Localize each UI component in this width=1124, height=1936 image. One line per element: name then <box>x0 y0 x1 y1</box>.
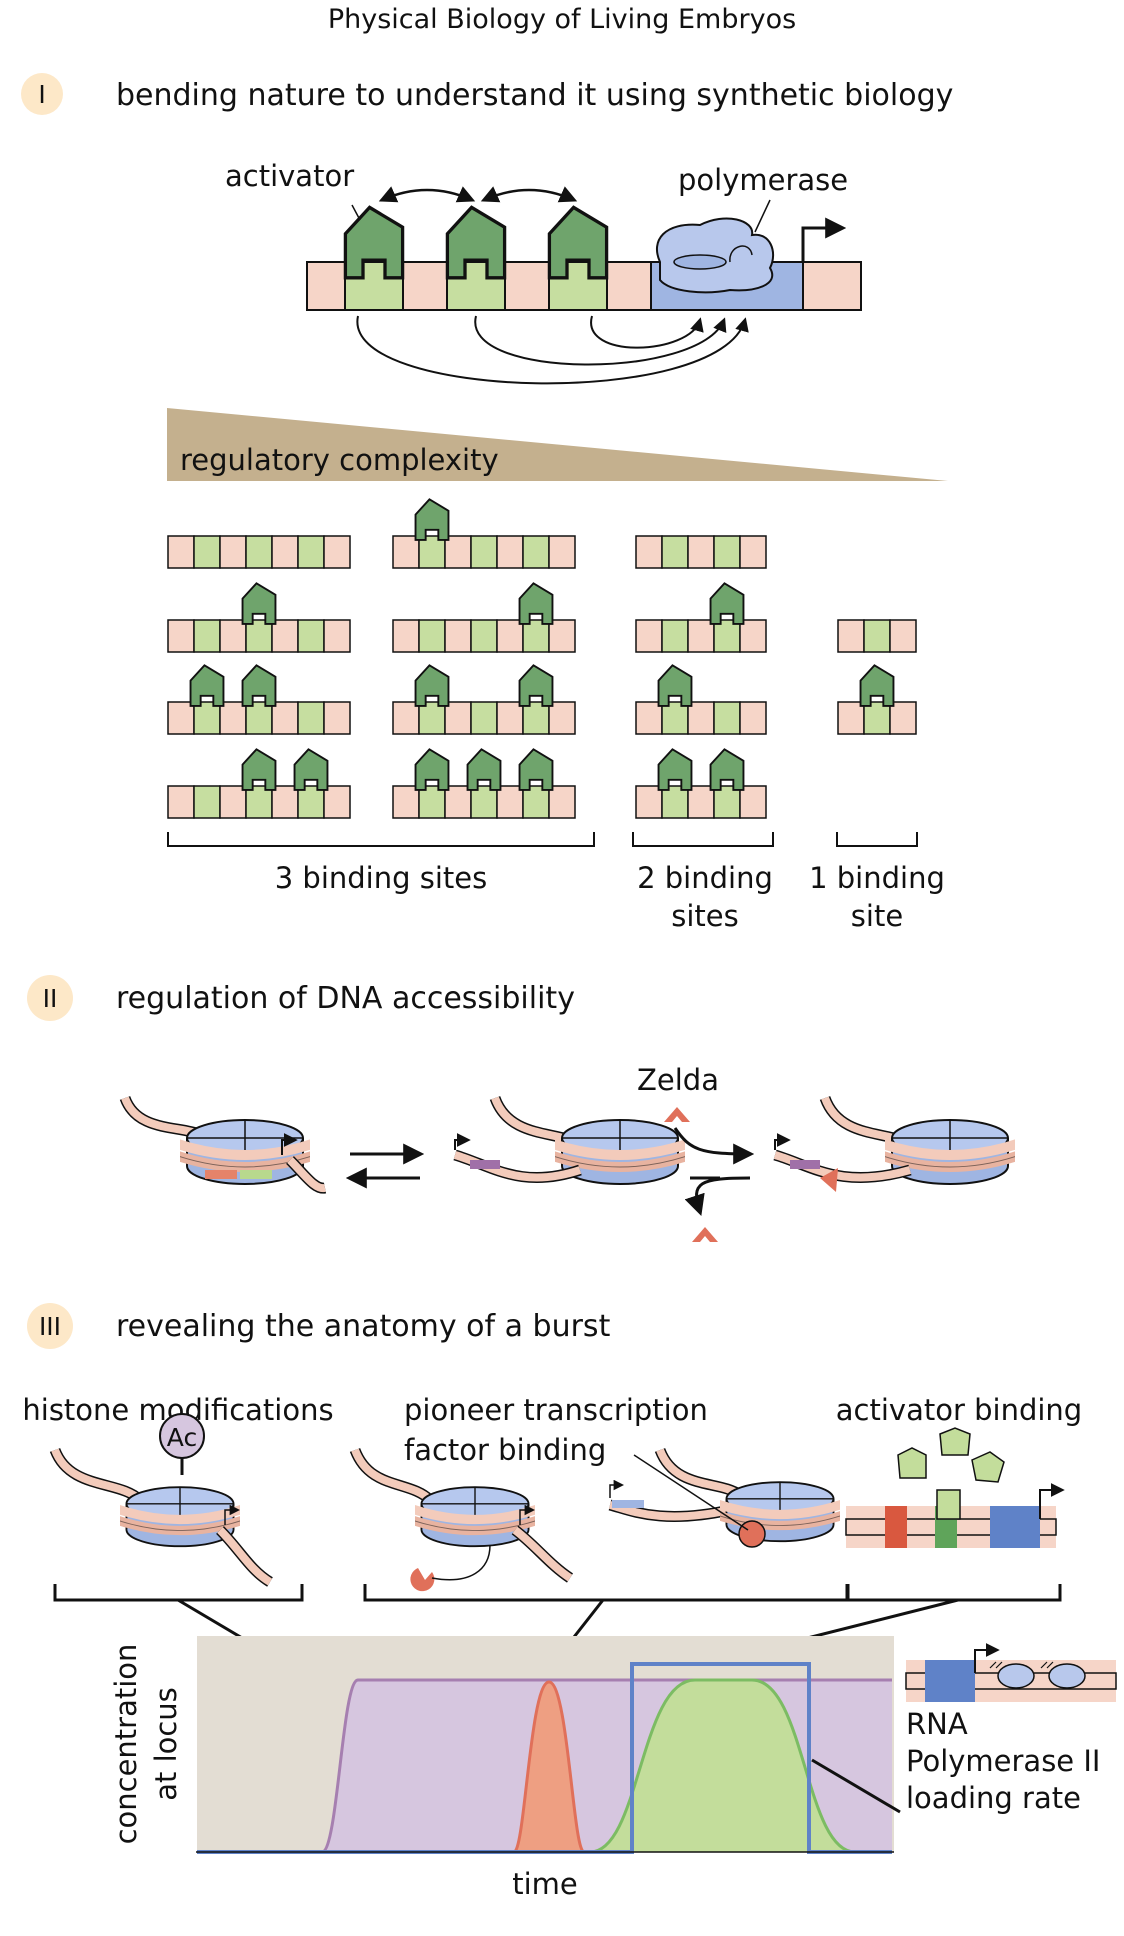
bracket-1-site <box>836 832 918 847</box>
rna-label-line1: RNA <box>906 1707 968 1741</box>
activator-icon <box>414 498 450 541</box>
bracket-2-sites <box>632 832 774 847</box>
histone-illustration <box>49 1413 274 1587</box>
section-1-heading: bending nature to understand it using sy… <box>116 78 953 113</box>
plot-xlabel: time <box>512 1867 578 1901</box>
activator-icon <box>709 582 745 625</box>
pioneer-label-line2: factor binding <box>404 1433 606 1467</box>
activator-icon <box>859 664 895 707</box>
complexity-label: regulatory complexity <box>180 443 499 477</box>
group-1-label-line2: site <box>851 899 903 933</box>
tss-arrow-icon <box>801 217 847 262</box>
activator-icon <box>241 748 277 791</box>
activator-icon <box>709 748 745 791</box>
activator-icon <box>518 664 554 707</box>
section-1-badge <box>21 73 63 115</box>
activator-label: activator <box>225 159 354 193</box>
activator-icon <box>414 748 450 791</box>
section-1-numeral: I <box>38 80 45 109</box>
construct-grid <box>167 498 917 819</box>
section-2-badge <box>27 975 73 1021</box>
zelda-icon <box>664 1107 690 1122</box>
group-2-label-line2: sites <box>671 899 739 933</box>
polII-legend-illustration <box>905 1643 1117 1702</box>
polymerase-shape <box>655 217 775 294</box>
zelda-released-icon <box>692 1227 718 1242</box>
activator-icon <box>518 748 554 791</box>
panel2-states <box>119 1095 1017 1242</box>
activator-icon <box>241 582 277 625</box>
burst-plot <box>196 1636 901 1854</box>
activator-icon <box>189 664 225 707</box>
section-3-badge <box>27 1303 73 1349</box>
section-2-numeral: II <box>43 984 58 1013</box>
section-3-heading: revealing the anatomy of a burst <box>116 1309 611 1344</box>
section-3-numeral: III <box>39 1312 61 1341</box>
activator-icon <box>657 664 693 707</box>
ac-circle-icon <box>159 1413 205 1459</box>
group-1-label-line1: 1 binding <box>809 861 945 895</box>
activator-binding-label: activator binding <box>836 1393 1082 1427</box>
plot-ylabel-line2: at locus <box>149 1687 183 1801</box>
pioneer-illustration <box>349 1447 842 1592</box>
pioneer-curve <box>514 1682 584 1852</box>
panel1-construct <box>306 186 862 385</box>
activator-icon <box>414 664 450 707</box>
plot-ylabel-line1: concentration <box>109 1644 143 1845</box>
figure-title: Physical Biology of Living Embryos <box>328 4 796 35</box>
activator-binding-illustration <box>845 1427 1065 1548</box>
rna-label-line3: loading rate <box>906 1781 1081 1815</box>
activator-icon <box>657 748 693 791</box>
polymerase-label: polymerase <box>678 163 848 197</box>
ac-label: Ac <box>167 1423 197 1452</box>
rna-label-line2: Polymerase II <box>906 1744 1100 1778</box>
bracket-3-sites <box>167 832 595 847</box>
pioneer-label-line1: pioneer transcription <box>404 1393 708 1427</box>
activator-icon <box>466 748 502 791</box>
activator-icon <box>293 748 329 791</box>
section-2-heading: regulation of DNA accessibility <box>116 981 575 1016</box>
pioneer-factor-icon <box>410 1568 435 1592</box>
activator-icon <box>518 582 554 625</box>
activator-icon <box>241 664 277 707</box>
complexity-wedge <box>167 408 948 481</box>
group-3-label: 3 binding sites <box>275 861 487 895</box>
zelda-label: Zelda <box>637 1063 719 1097</box>
group-2-label-line1: 2 binding <box>637 861 773 895</box>
